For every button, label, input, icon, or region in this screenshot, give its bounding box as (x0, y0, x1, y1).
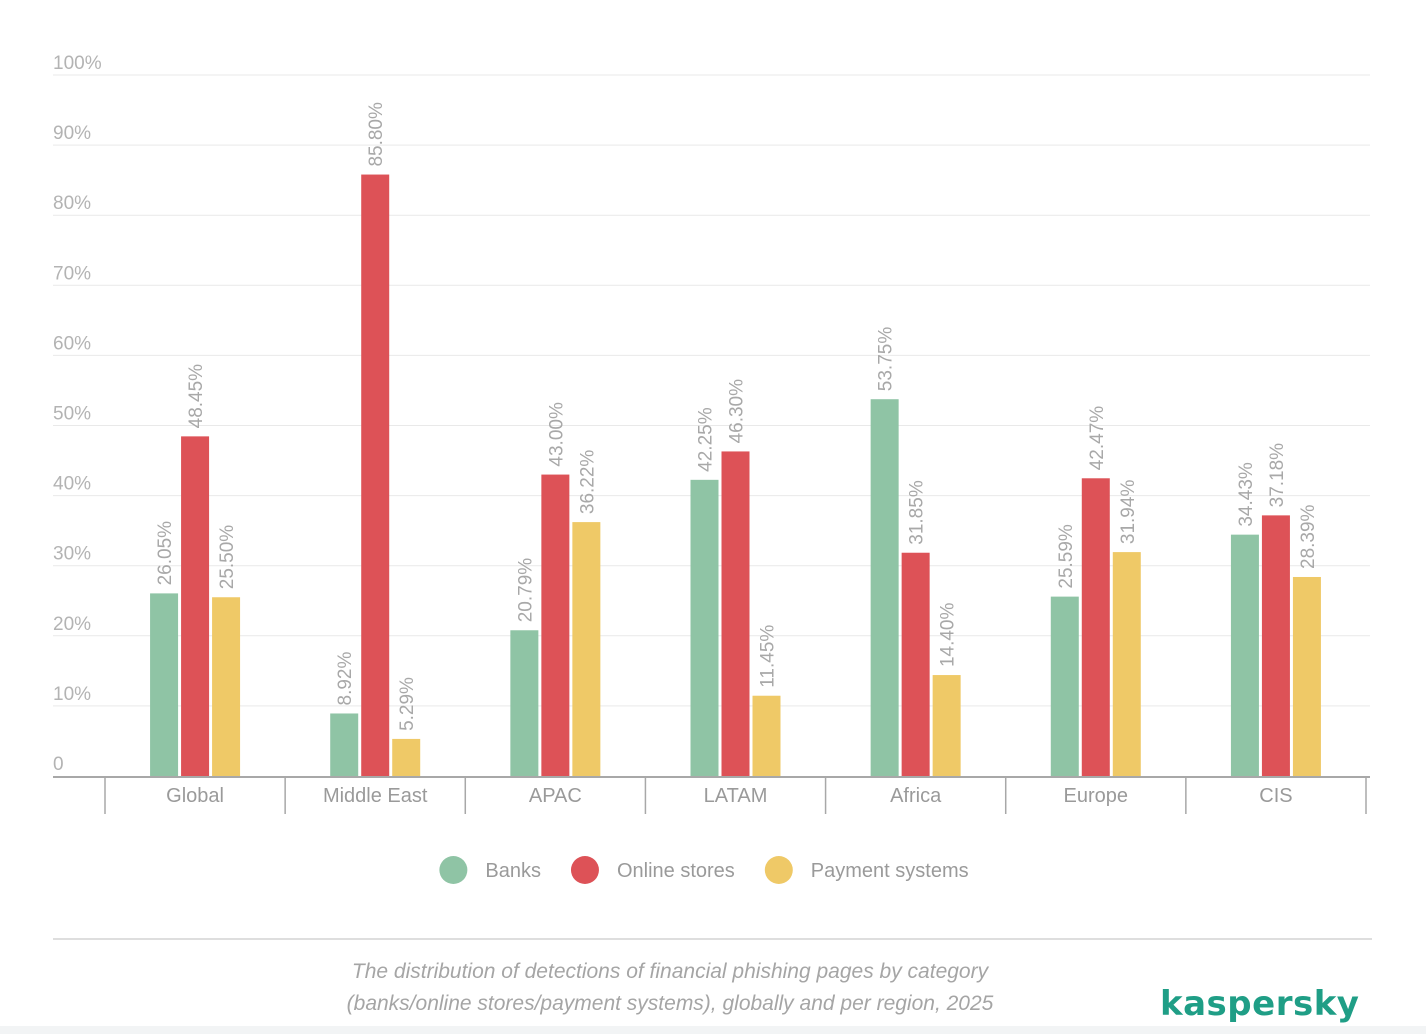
bar-value-label: 36.22% (577, 450, 598, 515)
bar (1261, 515, 1290, 776)
bottom-strip (0, 1026, 1426, 1034)
y-tick-label: 60% (53, 333, 91, 354)
bar (181, 436, 210, 776)
y-tick-label: 70% (53, 263, 91, 284)
bar-value-label: 53.75% (876, 327, 897, 392)
bar (1081, 478, 1110, 776)
bar-value-label: 34.43% (1236, 462, 1257, 527)
bar (392, 738, 421, 776)
legend-swatch (439, 856, 468, 884)
bar (870, 399, 899, 776)
bar-value-label: 37.18% (1267, 443, 1288, 508)
x-category-label: APAC (529, 785, 582, 807)
y-axis-ticks: 0 10% 20% 30% 40% 50% 60% 70% 80% 90% 100% (53, 53, 102, 775)
bar-value-label: 31.94% (1118, 480, 1139, 545)
bar (212, 597, 241, 776)
kaspersky-logo: kaspersky (1160, 984, 1360, 1024)
x-category-label: Global (166, 785, 224, 807)
bar-value-label: 25.50% (217, 525, 238, 590)
gridlines (53, 74, 1370, 707)
x-category-label: CIS (1259, 785, 1292, 807)
bar (330, 713, 359, 776)
bar-value-label: 31.85% (907, 480, 928, 545)
y-tick-label: 10% (53, 684, 91, 705)
bar (1050, 596, 1079, 776)
legend-label: Banks (485, 860, 541, 882)
bar (932, 675, 961, 776)
bar (690, 479, 719, 776)
bar-value-label: 85.80% (366, 102, 387, 167)
bar-value-label: 25.59% (1056, 524, 1077, 589)
bar-value-label: 8.92% (335, 651, 356, 705)
legend: Banks Online stores Payment systems (439, 856, 969, 884)
bar (510, 630, 539, 776)
bar (1112, 552, 1141, 776)
bar-value-label: 14.40% (938, 603, 959, 668)
legend-label: Online stores (617, 860, 735, 882)
bar (150, 593, 179, 776)
bar (752, 695, 781, 776)
bar-value-label: 42.47% (1087, 406, 1108, 471)
bar (541, 474, 570, 776)
bar-value-label: 26.05% (155, 521, 176, 586)
legend-swatch (764, 856, 793, 884)
data-labels: 26.05% 48.45% 25.50% 8.92% 85.80% 5.29% 20.79%… (155, 102, 1319, 731)
y-tick-label: 100% (53, 53, 102, 74)
bar-value-label: 48.45% (186, 364, 207, 429)
bar-value-label: 5.29% (397, 677, 418, 731)
bar (1230, 534, 1259, 776)
x-category-label: Europe (1064, 785, 1129, 807)
y-tick-label: 80% (53, 193, 91, 214)
bar (901, 552, 930, 776)
y-tick-label: 30% (53, 544, 91, 565)
legend-swatch (570, 856, 599, 884)
x-category-label: LATAM (704, 785, 768, 807)
footer-divider (53, 938, 1372, 940)
bar (361, 174, 390, 777)
bar-value-label: 43.00% (546, 402, 567, 467)
x-category-label: Africa (890, 785, 942, 807)
y-tick-label: 40% (53, 474, 91, 495)
bar-value-label: 11.45% (758, 625, 779, 688)
bar-value-label: 46.30% (727, 379, 748, 444)
y-tick-label: 20% (53, 614, 91, 635)
y-tick-label: 0 (53, 754, 64, 775)
bar-value-label: 42.25% (696, 407, 717, 472)
x-category-label: Middle East (323, 785, 428, 807)
bar (721, 451, 750, 776)
caption-line-1: The distribution of detections of financ… (351, 960, 989, 983)
bar-value-label: 20.79% (515, 558, 536, 623)
y-tick-label: 50% (53, 404, 91, 425)
bar (572, 522, 601, 776)
x-axis (53, 776, 1370, 814)
bars (150, 174, 1321, 777)
bar-value-label: 28.39% (1298, 504, 1319, 569)
caption-line-2: (banks/online stores/payment systems), g… (346, 992, 994, 1015)
y-tick-label: 90% (53, 123, 91, 144)
legend-label: Payment systems (811, 860, 969, 882)
x-axis-categories: Global Middle East APAC LATAM Africa Europe CI… (166, 785, 1292, 807)
bar (1292, 576, 1321, 776)
chart-caption: The distribution of detections of financ… (250, 956, 1090, 1020)
